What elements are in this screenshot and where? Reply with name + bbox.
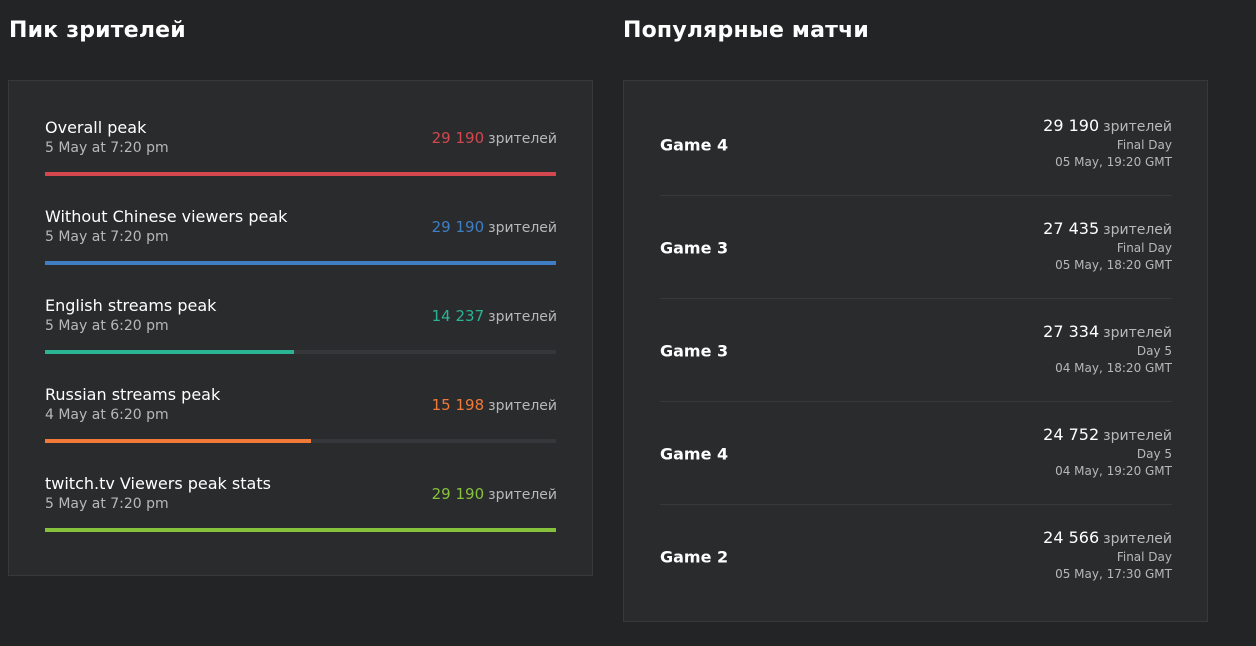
peak-item-bar-track — [45, 172, 556, 176]
peak-item-bar — [45, 261, 556, 265]
match-info: 24 752 зрителей Day 5 04 May, 19:20 GMT — [1043, 425, 1172, 480]
match-info: 27 334 зрителей Day 5 04 May, 18:20 GMT — [1043, 322, 1172, 377]
peak-item-twitch: twitch.tv Viewers peak stats 5 May at 7:… — [45, 474, 557, 563]
peak-item-date: 5 May at 6:20 pm — [45, 318, 169, 334]
peak-item-overall: Overall peak 5 May at 7:20 pm 29 190 зрит… — [45, 118, 557, 207]
match-viewers: 27 435 зрителей — [1043, 219, 1172, 240]
peak-item-bar — [45, 528, 556, 532]
peak-item-date: 4 May at 6:20 pm — [45, 407, 169, 423]
peak-item-date: 5 May at 7:20 pm — [45, 496, 169, 512]
peak-item-bar-track — [45, 261, 556, 265]
match-info: 29 190 зрителей Final Day 05 May, 19:20 G… — [1043, 116, 1172, 171]
peak-item-without-chinese: Without Chinese viewers peak 5 May at 7:… — [45, 207, 557, 296]
match-viewers: 29 190 зрителей — [1043, 116, 1172, 137]
peak-item-date: 5 May at 7:20 pm — [45, 140, 169, 156]
match-time: 04 May, 18:20 GMT — [1055, 361, 1172, 375]
peak-item-russian: Russian streams peak 4 May at 6:20 pm 15… — [45, 385, 557, 474]
match-name: Game 2 — [660, 547, 729, 567]
match-time: 04 May, 19:20 GMT — [1055, 464, 1172, 478]
match-info: 24 566 зрителей Final Day 05 May, 17:30 G… — [1043, 528, 1172, 583]
match-viewers-unit: зрителей — [1103, 531, 1172, 547]
match-viewers-unit: зрителей — [1103, 119, 1172, 135]
match-stage: Final Day — [1116, 241, 1172, 255]
peak-item-count-unit: зрителей — [488, 131, 557, 147]
match-time: 05 May, 19:20 GMT — [1055, 155, 1172, 169]
match-stage: Final Day — [1116, 138, 1172, 152]
match-row[interactable]: Game 2 24 566 зрителей Final Day 05 May, … — [660, 505, 1172, 608]
popular-matches-title: Популярные матчи — [623, 18, 870, 43]
peak-item-count-value: 29 190 — [431, 129, 485, 147]
peak-item-label: Overall peak — [45, 118, 147, 137]
peak-item-count: 29 190 зрителей — [432, 218, 557, 236]
peak-item-english: English streams peak 5 May at 6:20 pm 14… — [45, 296, 557, 385]
peak-item-date: 5 May at 7:20 pm — [45, 229, 169, 245]
match-stage: Day 5 — [1136, 344, 1172, 358]
peak-item-count: 29 190 зрителей — [432, 485, 557, 503]
peak-item-count-unit: зрителей — [488, 398, 557, 414]
peak-item-bar-track — [45, 528, 556, 532]
peak-item-bar-track — [45, 439, 556, 443]
peak-item-bar — [45, 172, 556, 176]
match-time: 05 May, 17:30 GMT — [1055, 567, 1172, 581]
match-viewers: 27 334 зрителей — [1043, 322, 1172, 343]
peak-viewers-panel: Overall peak 5 May at 7:20 pm 29 190 зрит… — [8, 80, 593, 576]
match-name: Game 4 — [660, 444, 729, 464]
peak-item-count-value: 29 190 — [431, 218, 485, 236]
peak-item-count-unit: зрителей — [488, 487, 557, 503]
match-viewers-value: 27 334 — [1043, 322, 1100, 341]
match-row[interactable]: Game 4 29 190 зрителей Final Day 05 May, … — [660, 93, 1172, 196]
peak-item-count-unit: зрителей — [488, 309, 557, 325]
match-row[interactable]: Game 4 24 752 зрителей Day 5 04 May, 19:2… — [660, 402, 1172, 505]
popular-matches-panel: Game 4 29 190 зрителей Final Day 05 May, … — [623, 80, 1208, 622]
match-viewers-value: 27 435 — [1043, 219, 1100, 238]
match-info: 27 435 зрителей Final Day 05 May, 18:20 G… — [1043, 219, 1172, 274]
match-stage: Day 5 — [1136, 447, 1172, 461]
match-viewers: 24 566 зрителей — [1043, 528, 1172, 549]
peak-item-label: English streams peak — [45, 296, 217, 315]
peak-item-count: 14 237 зрителей — [432, 307, 557, 325]
match-row[interactable]: Game 3 27 334 зрителей Day 5 04 May, 18:2… — [660, 299, 1172, 402]
match-viewers-value: 29 190 — [1043, 116, 1100, 135]
peak-item-count-value: 14 237 — [431, 307, 485, 325]
peak-viewers-title: Пик зрителей — [9, 18, 186, 43]
match-name: Game 3 — [660, 238, 729, 258]
peak-item-label: twitch.tv Viewers peak stats — [45, 474, 271, 493]
peak-item-label: Russian streams peak — [45, 385, 221, 404]
match-time: 05 May, 18:20 GMT — [1055, 258, 1172, 272]
peak-item-count-value: 29 190 — [431, 485, 485, 503]
match-viewers-unit: зрителей — [1103, 222, 1172, 238]
peak-item-count-value: 15 198 — [431, 396, 485, 414]
peak-item-bar-track — [45, 350, 556, 354]
match-name: Game 3 — [660, 341, 729, 361]
match-viewers: 24 752 зрителей — [1043, 425, 1172, 446]
peak-item-count: 15 198 зрителей — [432, 396, 557, 414]
match-viewers-unit: зрителей — [1103, 428, 1172, 444]
match-viewers-value: 24 752 — [1043, 425, 1100, 444]
match-name: Game 4 — [660, 135, 729, 155]
match-viewers-unit: зрителей — [1103, 325, 1172, 341]
match-stage: Final Day — [1116, 550, 1172, 564]
peak-item-count: 29 190 зрителей — [432, 129, 557, 147]
peak-item-label: Without Chinese viewers peak — [45, 207, 288, 226]
match-viewers-value: 24 566 — [1043, 528, 1100, 547]
peak-item-bar — [45, 350, 295, 354]
match-row[interactable]: Game 3 27 435 зрителей Final Day 05 May, … — [660, 196, 1172, 299]
peak-item-bar — [45, 439, 312, 443]
peak-item-count-unit: зрителей — [488, 220, 557, 236]
